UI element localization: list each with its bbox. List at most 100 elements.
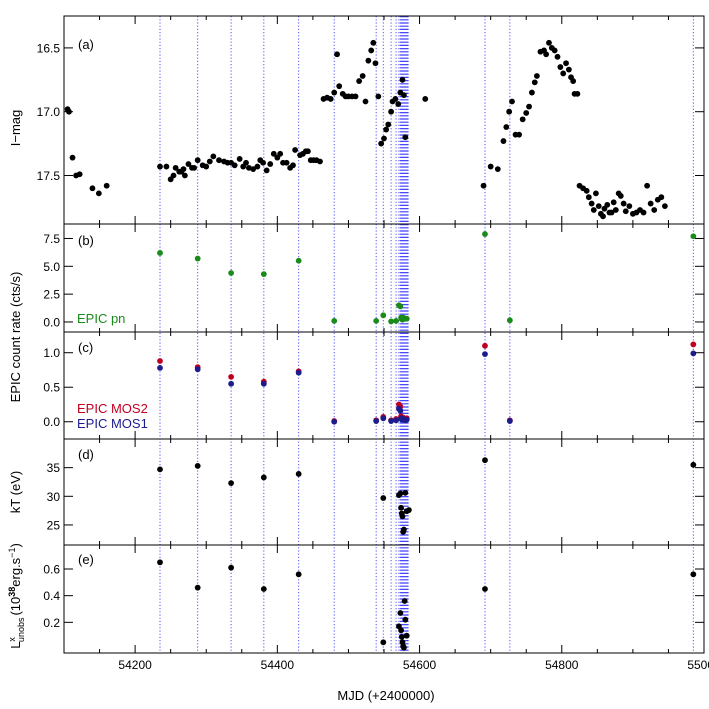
panel-a-series-0-point-69 bbox=[362, 98, 369, 105]
panel-e-series-0-point-2 bbox=[228, 564, 235, 571]
panel-e-series-0-point-17 bbox=[690, 571, 697, 578]
panel-c-series-0-point-19 bbox=[690, 341, 697, 348]
panel-a-series-0-point-88 bbox=[480, 182, 487, 189]
panel-e-ylabel-close: ) bbox=[8, 543, 23, 547]
panel-d-series-0-point-8 bbox=[398, 504, 404, 511]
panel-a-series-0-point-16 bbox=[181, 172, 188, 179]
panel-a-series-0-point-138 bbox=[626, 203, 633, 210]
panel-a-series-0-point-147 bbox=[658, 194, 665, 201]
panel-a-series-0-point-51 bbox=[305, 148, 311, 155]
panel-d-ytick-label-1: 30 bbox=[47, 490, 61, 504]
panel-b-series-0-point-18 bbox=[403, 315, 410, 322]
panel-a-series-0-point-105 bbox=[543, 51, 550, 58]
panel-a-series-0-point-93 bbox=[506, 108, 513, 115]
panel-a-series-0-point-34 bbox=[250, 166, 257, 173]
panel-a-series-0-point-129 bbox=[604, 201, 611, 208]
panel-e-series-0-point-1 bbox=[194, 584, 201, 591]
panel-a-series-0-point-145 bbox=[651, 207, 658, 213]
panel-e-ylabel-main: L bbox=[8, 642, 23, 649]
panel-a-series-0-point-84 bbox=[399, 76, 406, 83]
panel-b-ytick-label-1: 2.5 bbox=[43, 288, 60, 302]
panel-d-series-0-point-17 bbox=[690, 461, 697, 468]
panel-a-series-0-point-12 bbox=[172, 164, 179, 171]
panel-a-series-0-point-133 bbox=[612, 207, 619, 213]
panel-bc-y-axis-label: EPIC count rate (cts/s) bbox=[8, 272, 23, 403]
panel-c-series-1-point-19 bbox=[690, 350, 697, 357]
panel-e-series-0-point-13 bbox=[401, 598, 408, 604]
panel-e-series-0-point-7 bbox=[397, 610, 404, 616]
axis-ticks bbox=[63, 16, 705, 653]
panel-c-series-1-point-3 bbox=[260, 380, 267, 387]
panel-c-series-0-point-0 bbox=[157, 358, 163, 364]
panel-c-letter: (c) bbox=[78, 340, 93, 355]
panel-a-series-0-point-76 bbox=[381, 135, 387, 142]
panel-e-series-0-point-12 bbox=[401, 644, 407, 651]
panel-d-series-0-point-13 bbox=[402, 489, 409, 496]
panel-c-series-1-point-1 bbox=[194, 366, 201, 373]
panel-d-series-0-point-7 bbox=[397, 490, 404, 497]
panel-b-ytick-label-0: 0.0 bbox=[43, 315, 60, 329]
panel-b-series-0-point-8 bbox=[388, 318, 395, 325]
legend-epic-mos1: EPIC MOS1 bbox=[77, 416, 148, 431]
panel-b-series-0-point-9 bbox=[393, 317, 399, 324]
panel-a-series-0-point-40 bbox=[270, 150, 277, 157]
panel-a-series-0-point-85 bbox=[401, 92, 407, 99]
panel-e-series-0-point-16 bbox=[482, 586, 488, 592]
observation-epoch-lines bbox=[159, 16, 694, 653]
panel-d-ytick-label-2: 35 bbox=[47, 461, 61, 475]
panel-a-series-0-point-61 bbox=[336, 83, 343, 90]
panel-b-letter: (b) bbox=[78, 233, 94, 248]
panel-a-series-0-point-94 bbox=[509, 98, 515, 105]
panel-a-series-0-point-8 bbox=[157, 163, 163, 170]
panel-a-series-0-point-127 bbox=[600, 213, 606, 220]
panel-a-series-0-point-25 bbox=[216, 157, 222, 164]
panel-e-ylabel-sub: unobs bbox=[16, 617, 26, 642]
panel-a-ytick-label-2: 17.5 bbox=[37, 169, 61, 183]
panel-a-series-0-point-47 bbox=[292, 147, 299, 153]
x-tick-label-0: 54200 bbox=[118, 658, 152, 672]
panel-a-series-0-point-137 bbox=[622, 208, 629, 215]
panel-a-series-0-point-99 bbox=[526, 103, 532, 110]
panel-c-series-1-point-0 bbox=[157, 364, 163, 371]
panel-a-series-0-point-68 bbox=[359, 73, 366, 79]
panel-b-series-0-point-7 bbox=[380, 312, 387, 319]
panel-d-series-0-point-2 bbox=[228, 480, 235, 487]
panel-a-series-0-point-106 bbox=[546, 39, 552, 46]
panel-a-series-0-point-19 bbox=[191, 164, 198, 171]
panel-e-series-0-point-15 bbox=[403, 632, 410, 639]
panel-a-series-0-point-132 bbox=[610, 199, 617, 206]
legend-epic-pn: EPIC pn bbox=[77, 311, 125, 326]
panel-a-series-0-point-91 bbox=[500, 138, 507, 144]
panel-a-series-0-point-86 bbox=[402, 134, 409, 141]
panel-e-ytick-label-2: 0.6 bbox=[43, 563, 60, 577]
panel-a-series-0-point-97 bbox=[519, 116, 526, 123]
panel-d-series-0-point-5 bbox=[380, 495, 387, 501]
panel-b-ytick-label-2: 5.0 bbox=[43, 260, 60, 274]
panel-e-series-0-point-9 bbox=[398, 634, 405, 640]
panel-e-series-0-point-3 bbox=[260, 586, 267, 592]
panel-a-series-0-point-58 bbox=[327, 96, 334, 102]
panel-d-series-0-point-1 bbox=[194, 463, 201, 469]
panel-e-ylabel-exp: 38 bbox=[7, 587, 17, 597]
panel-b-series-0-point-0 bbox=[157, 250, 163, 256]
panel-a-series-0-point-108 bbox=[551, 47, 558, 54]
panel-b-series-0-point-19 bbox=[482, 231, 488, 237]
panel-b-series-0-point-4 bbox=[295, 257, 302, 264]
panel-e-ylabel-sup: x bbox=[7, 637, 17, 642]
panel-a-series-0-point-77 bbox=[383, 126, 390, 133]
panel-d-y-axis-label: kT (eV) bbox=[8, 471, 23, 513]
panel-c-ytick-label-2: 1.0 bbox=[43, 346, 60, 360]
panel-d-series-0-point-16 bbox=[482, 457, 488, 464]
panel-a-series-0-point-66 bbox=[352, 93, 359, 100]
panel-d-series-0-point-3 bbox=[260, 474, 267, 481]
panel-e-y-axis-label: Lxunobs(1038erg.s−1) bbox=[7, 543, 26, 649]
panel-d-ytick-label-0: 25 bbox=[47, 518, 61, 532]
panel-b-ytick-label-3: 7.5 bbox=[43, 232, 60, 246]
panel-b-series-0-point-3 bbox=[260, 271, 267, 278]
panel-a-series-0-point-117 bbox=[574, 90, 581, 97]
panel-e-series-0-point-14 bbox=[402, 616, 409, 623]
panel-a-series-0-point-70 bbox=[365, 57, 372, 64]
panel-e-series-0-point-0 bbox=[157, 559, 163, 566]
panel-a-series-0-point-109 bbox=[554, 53, 561, 60]
panel-d-series-0-point-4 bbox=[295, 471, 302, 477]
